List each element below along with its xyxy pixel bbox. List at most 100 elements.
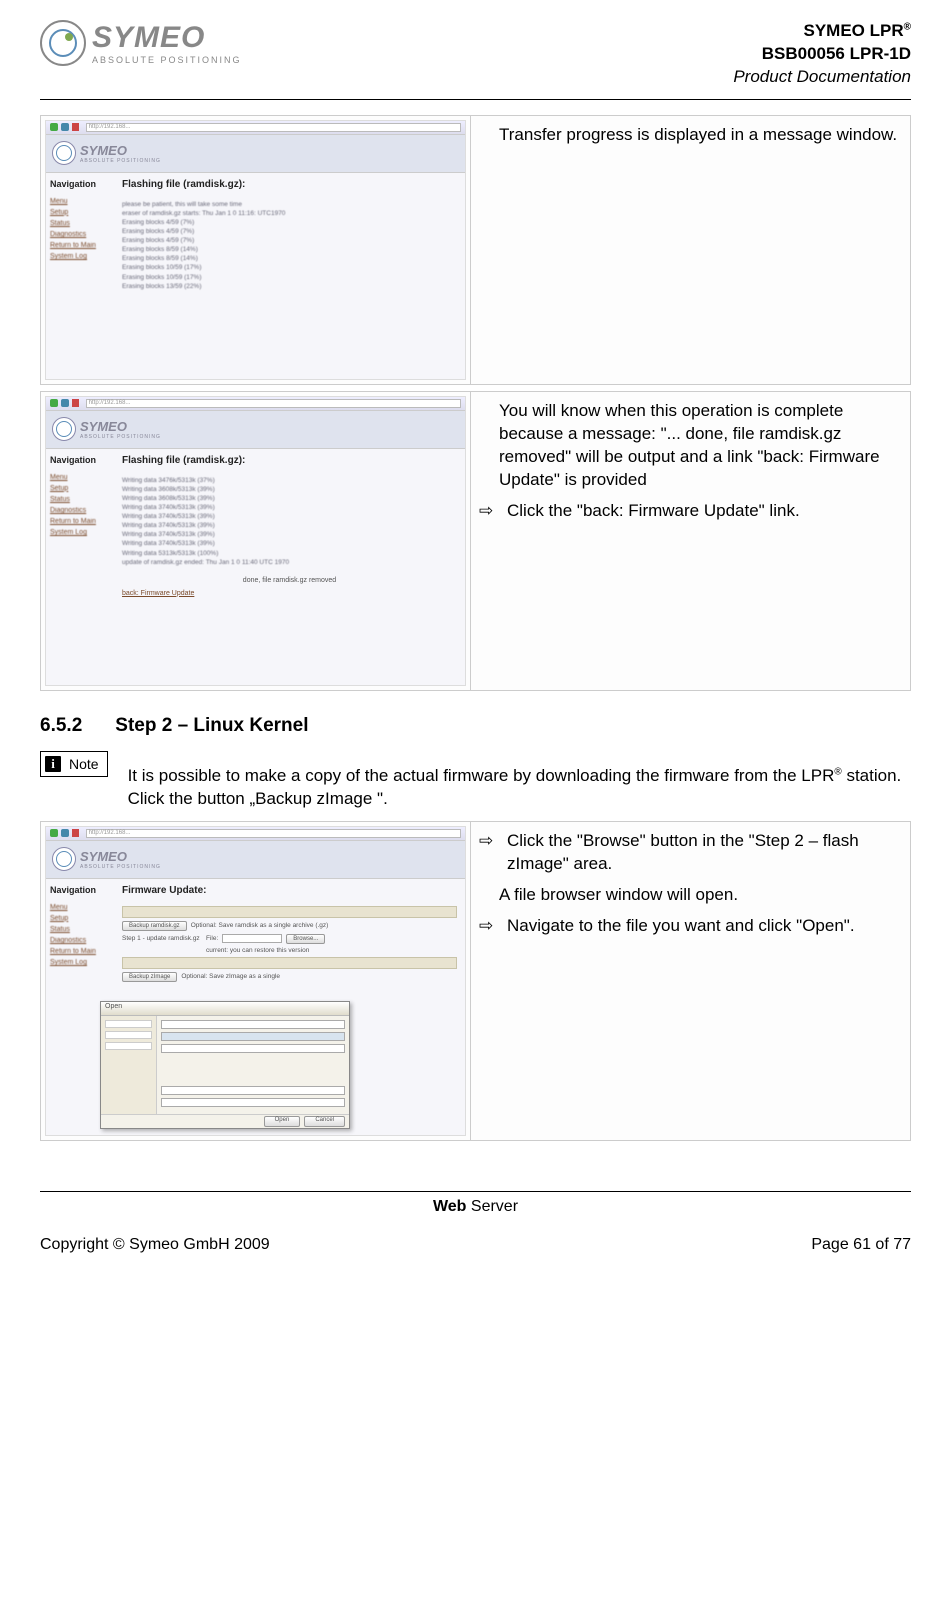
ss-hint: Optional: Save ramdisk as a single archi… — [191, 922, 329, 929]
row3-bullet2: Navigate to the file you want and click … — [507, 915, 855, 938]
ss-nav-link: System Log — [50, 528, 110, 537]
ss-log-lines: please be patient, this will take some t… — [122, 200, 457, 291]
row2-text: You will know when this operation is com… — [499, 400, 900, 492]
browser-reload-icon — [61, 829, 69, 837]
ss-nav-link: System Log — [50, 958, 110, 967]
ss-done-text: done, file ramdisk.gz removed — [122, 577, 457, 584]
row1-text: Transfer progress is displayed in a mess… — [499, 124, 900, 147]
ss-main-title: Flashing file (ramdisk.gz): — [122, 455, 457, 466]
ss-file-label: File: — [206, 935, 218, 942]
logo-sub-text: ABSOLUTE POSITIONING — [92, 55, 242, 65]
ss-backup-button: Backup ramdisk.gz — [122, 921, 187, 931]
row-transfer-progress: ✕ http://192.168... SYMEO ABSOLUTE POSIT… — [40, 115, 911, 385]
ss-nav-title: Navigation — [50, 455, 110, 465]
ss-nav-link: Status — [50, 219, 110, 228]
ss-nav-link: Setup — [50, 914, 110, 923]
note-badge: i Note — [40, 751, 108, 777]
section-title: Step 2 – Linux Kernel — [115, 715, 308, 736]
browser-back-icon — [50, 399, 58, 407]
browser-url: http://192.168... — [86, 399, 461, 408]
ss-nav-link: Return to Main — [50, 241, 110, 250]
ss-nav-link: Diagnostics — [50, 230, 110, 239]
screenshot-flashing-done: ✕ http://192.168... SYMEO ABSOLUTE POSIT… — [45, 396, 466, 686]
ss-nav-link: Return to Main — [50, 517, 110, 526]
ss-hint: Optional: Save zImage as a single — [181, 973, 280, 980]
ss-dialog-cancel-button: Cancel — [304, 1116, 345, 1127]
row2-bullet: Click the "back: Firmware Update" link. — [507, 500, 800, 523]
ss-logo-icon — [52, 847, 76, 871]
row3-bullet1: Click the "Browse" button in the "Step 2… — [507, 830, 900, 876]
logo-icon — [40, 20, 86, 66]
ss-logo-icon — [52, 417, 76, 441]
browser-stop-icon: ✕ — [72, 123, 79, 131]
info-icon: i — [45, 756, 61, 772]
ss-nav-link: Menu — [50, 473, 110, 482]
hdr-line3: Product Documentation — [733, 67, 911, 86]
browser-stop-icon: ✕ — [72, 829, 79, 837]
header-right: SYMEO LPR® BSB00056 LPR-1D Product Docum… — [733, 20, 911, 89]
ss-step-label: Step 1 - update ramdisk.gz — [122, 935, 202, 942]
ss-logo-sub: ABSOLUTE POSITIONING — [80, 864, 161, 870]
ss-logo-icon — [52, 141, 76, 165]
browser-stop-icon: ✕ — [72, 399, 79, 407]
browser-url: http://192.168... — [86, 123, 461, 132]
ss-file-input — [222, 934, 282, 943]
ss-browse-button: Browse... — [286, 934, 325, 944]
ss-main-title: Flashing file (ramdisk.gz): — [122, 179, 457, 190]
note-row: i Note It is possible to make a copy of … — [40, 751, 911, 811]
ss-main-title: Firmware Update: — [122, 885, 457, 896]
ss-log-lines: Writing data 3476k/5313k (37%) Writing d… — [122, 476, 457, 567]
page-header: SYMEO ABSOLUTE POSITIONING SYMEO LPR® BS… — [40, 20, 911, 100]
browser-back-icon — [50, 829, 58, 837]
ss-dialog-title: Open — [101, 1002, 349, 1016]
footer-copyright: Copyright © Symeo GmbH 2009 — [40, 1236, 270, 1254]
ss-hint: current: you can restore this version — [206, 947, 309, 954]
row-browse-zimage: ✕ http://192.168... SYMEO ABSOLUTE POSIT… — [40, 821, 911, 1141]
browser-back-icon — [50, 123, 58, 131]
hdr-sup: ® — [904, 21, 911, 32]
hdr-line1: SYMEO LPR — [804, 21, 904, 40]
arrow-icon: ⇨ — [479, 830, 497, 876]
ss-nav-link: Status — [50, 495, 110, 504]
ss-file-dialog: Open Open Cancel — [100, 1001, 350, 1129]
hdr-line2: BSB00056 LPR-1D — [762, 44, 911, 63]
arrow-icon: ⇨ — [479, 915, 497, 938]
row3-text: A file browser window will open. — [499, 884, 900, 907]
ss-dialog-places — [101, 1016, 157, 1114]
ss-nav-title: Navigation — [50, 885, 110, 895]
ss-logo-sub: ABSOLUTE POSITIONING — [80, 434, 161, 440]
ss-back-link: back: Firmware Update — [122, 590, 457, 597]
ss-logo-text: SYMEO — [80, 419, 161, 434]
ss-nav-link: Diagnostics — [50, 936, 110, 945]
ss-nav-link: Menu — [50, 197, 110, 206]
ss-nav-link: Status — [50, 925, 110, 934]
section-heading: 6.5.2 Step 2 – Linux Kernel — [40, 715, 911, 737]
ss-nav-link: Menu — [50, 903, 110, 912]
logo-block: SYMEO ABSOLUTE POSITIONING — [40, 20, 242, 66]
logo-main-text: SYMEO — [92, 21, 242, 55]
note-label: Note — [69, 756, 99, 772]
footer-center: Web Server — [40, 1198, 911, 1216]
ss-nav-link: Setup — [50, 208, 110, 217]
ss-nav-link: Setup — [50, 484, 110, 493]
page-footer: Web Server Copyright © Symeo GmbH 2009 P… — [40, 1191, 911, 1254]
screenshot-firmware-update: ✕ http://192.168... SYMEO ABSOLUTE POSIT… — [45, 826, 466, 1136]
ss-logo-sub: ABSOLUTE POSITIONING — [80, 158, 161, 164]
ss-nav-link: Diagnostics — [50, 506, 110, 515]
section-number: 6.5.2 — [40, 715, 110, 737]
ss-dialog-open-button: Open — [264, 1116, 301, 1127]
browser-reload-icon — [61, 399, 69, 407]
ss-logo-text: SYMEO — [80, 143, 161, 158]
ss-nav-title: Navigation — [50, 179, 110, 189]
ss-dialog-filelist — [157, 1016, 349, 1114]
note-text: It is possible to make a copy of the act… — [128, 751, 911, 811]
ss-backup-button: Backup zImage — [122, 972, 177, 982]
browser-url: http://192.168... — [86, 829, 461, 838]
arrow-icon: ⇨ — [479, 500, 497, 523]
screenshot-flashing-progress: ✕ http://192.168... SYMEO ABSOLUTE POSIT… — [45, 120, 466, 380]
ss-logo-text: SYMEO — [80, 849, 161, 864]
row-operation-complete: ✕ http://192.168... SYMEO ABSOLUTE POSIT… — [40, 391, 911, 691]
ss-nav-link: Return to Main — [50, 947, 110, 956]
footer-page: Page 61 of 77 — [811, 1218, 911, 1254]
browser-reload-icon — [61, 123, 69, 131]
